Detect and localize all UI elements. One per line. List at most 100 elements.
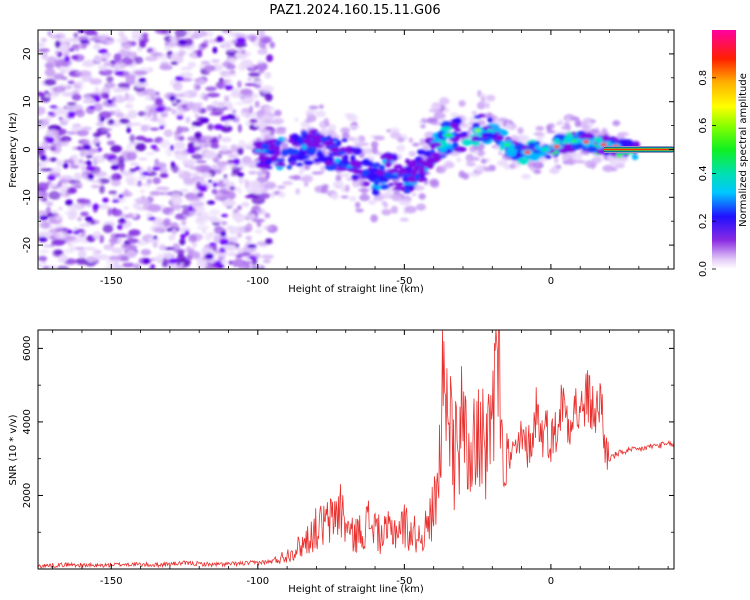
spectrogram-noise-blob	[245, 222, 253, 232]
spectrogram-noise-blob	[234, 225, 246, 234]
spectrogram-noise-blob	[134, 56, 144, 64]
spectrogram-halo-blob	[404, 205, 417, 214]
spectrogram-noise-blob	[73, 83, 81, 89]
spectrogram-signal-blob	[317, 155, 329, 163]
spectrogram-noise-blob	[210, 143, 220, 149]
spectrogram-noise-blob	[71, 154, 78, 161]
spectrogram-noise-blob	[232, 213, 246, 222]
spectrogram-noise-blob	[185, 246, 192, 253]
spectrogram-noise-blob	[107, 207, 112, 217]
spectrogram-signal-blob	[334, 167, 348, 172]
spectrogram-halo-blob	[618, 158, 630, 162]
spectrogram-noise-blob	[178, 39, 188, 46]
spectrogram-signal-blob	[422, 162, 432, 168]
spectrogram-noise-blob	[187, 61, 197, 68]
spectrogram-noise-blob	[154, 30, 169, 34]
spectrogram-noise-blob	[155, 106, 165, 113]
spectrogram-noise-blob	[211, 138, 217, 143]
spectrogram-noise-blob	[113, 53, 122, 62]
spectrogram-halo-blob	[392, 160, 397, 165]
spectrogram-noise-blob	[110, 174, 116, 181]
spectrogram-signal-blob	[506, 149, 518, 157]
spectrogram-noise-blob	[225, 181, 235, 187]
spectrogram-noise-blob	[97, 48, 108, 54]
spectrogram-halo-blob	[349, 196, 357, 202]
spectrogram-signal-blob	[303, 159, 314, 166]
spectrogram-noise-blob	[148, 216, 156, 221]
spectrogram-halo-blob	[253, 187, 263, 195]
spectrogram-noise-blob	[146, 178, 153, 185]
spectrogram-image	[38, 30, 641, 269]
spectrogram-noise-blob	[226, 114, 236, 121]
spectrogram-noise-blob	[184, 230, 190, 237]
spectrogram-halo-blob	[355, 208, 364, 213]
spectrogram-noise-blob	[99, 116, 105, 123]
spectrogram-halo-blob	[367, 200, 377, 205]
spectrogram-noise-blob	[142, 88, 156, 96]
spectrogram-noise-blob	[179, 188, 189, 193]
spectrogram-noise-blob	[49, 34, 62, 39]
spectrogram-noise-blob	[102, 53, 110, 59]
spectrogram-noise-blob	[129, 168, 137, 173]
spectrogram-signal-blob	[610, 139, 616, 143]
spectrogram-halo-blob	[485, 157, 491, 163]
spectrogram-noise-blob	[180, 233, 186, 240]
spectrogram-noise-blob	[255, 64, 265, 69]
spectrogram-halo-blob	[458, 170, 466, 178]
spectrogram-halo-blob	[261, 130, 272, 135]
spectrogram-signal-blob	[340, 162, 346, 169]
spectrogram-noise-blob	[256, 176, 269, 183]
spectrogram-noise-blob	[111, 247, 124, 254]
spectrogram-noise-blob	[70, 182, 83, 187]
spectrogram-noise-blob	[96, 254, 110, 260]
spectrogram-noise-blob	[263, 225, 273, 231]
spectrogram-noise-blob	[44, 68, 56, 77]
spectrogram-signal-blob	[350, 174, 361, 179]
spectrogram-noise-blob	[158, 244, 167, 251]
spectrogram-peak	[582, 140, 590, 144]
spectrogram-noise-blob	[90, 184, 100, 189]
spectrogram-noise-blob	[110, 145, 123, 153]
spectrogram-signal-blob	[372, 187, 378, 196]
spectrogram-noise-blob	[197, 216, 205, 223]
spectrogram-signal-blob	[440, 126, 453, 132]
spectrogram-noise-blob	[227, 252, 238, 257]
spectrogram-halo-blob	[612, 120, 621, 127]
spectrogram-signal-blob	[517, 157, 530, 165]
spectrogram-halo-blob	[443, 162, 455, 169]
spectrogram-noise-blob	[142, 138, 154, 143]
spectrogram-noise-blob	[188, 205, 193, 212]
spectrogram-noise-blob	[48, 190, 61, 200]
spectrogram-halo-blob	[408, 151, 417, 157]
spectrogram-noise-blob	[90, 179, 101, 184]
spectrogram-noise-blob	[155, 53, 169, 60]
spectrogram-noise-blob	[38, 255, 48, 262]
spectrogram-noise-blob	[226, 244, 237, 251]
spectrogram-noise-blob	[204, 150, 217, 160]
spectrogram-noise-blob	[119, 217, 125, 223]
spectrogram-signal-blob	[258, 154, 267, 163]
spectrogram-signal-blob	[261, 142, 270, 150]
y-tick-label: 10	[22, 95, 33, 108]
spectrogram-noise-blob	[252, 80, 263, 85]
spectrogram-noise-blob	[114, 70, 125, 76]
spectrogram-halo-blob	[288, 175, 300, 179]
spectrogram-noise-blob	[232, 258, 246, 267]
spectrogram-noise-blob	[81, 126, 92, 131]
spectrogram-noise-blob	[60, 69, 65, 75]
spectrogram-noise-blob	[106, 140, 116, 146]
spectrogram-signal-blob	[587, 145, 598, 153]
spectrogram-signal-blob	[391, 168, 399, 174]
spectrogram-signal-blob	[330, 146, 340, 153]
spectrogram-halo-blob	[430, 104, 442, 110]
spectrogram-noise-blob	[183, 177, 195, 185]
spectrogram-signal-blob	[290, 161, 296, 166]
spectrogram-noise-blob	[83, 95, 92, 103]
spectrogram-noise-blob	[49, 236, 56, 240]
spectrogram-signal-blob	[471, 141, 481, 147]
spectrogram-halo-blob	[444, 107, 450, 113]
spectrogram-noise-blob	[49, 105, 58, 109]
spectrogram-signal-blob	[527, 153, 541, 162]
spectrogram-noise-blob	[64, 55, 70, 63]
